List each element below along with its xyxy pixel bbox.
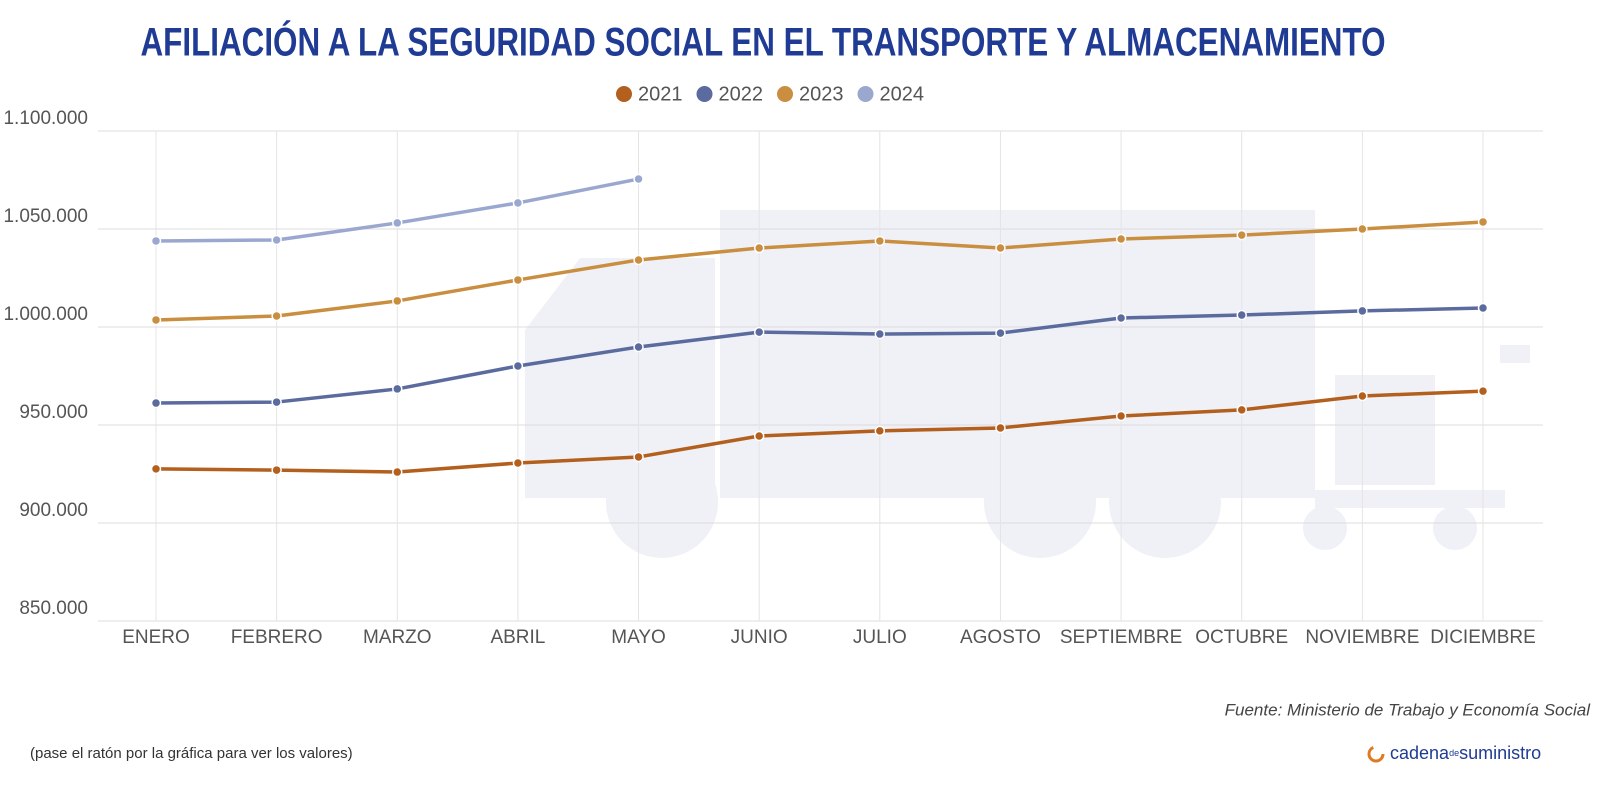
legend-marker (616, 86, 632, 102)
data-point (1236, 309, 1247, 321)
data-point (1477, 385, 1489, 397)
y-tick-label: 1.100.000 (3, 108, 88, 129)
data-point (1236, 229, 1247, 241)
brand-icon (1367, 745, 1385, 763)
x-tick-label: ENERO (122, 627, 190, 648)
data-point (1477, 302, 1489, 314)
legend-marker (696, 86, 713, 102)
data-point (150, 397, 162, 409)
y-tick-label: 900.000 (19, 500, 88, 521)
x-tick-label: AGOSTO (960, 627, 1041, 648)
x-tick-label: MARZO (363, 627, 432, 648)
data-point (1477, 216, 1489, 228)
data-point (874, 425, 886, 437)
data-point (874, 328, 886, 340)
data-point (392, 295, 403, 307)
series-line (155, 306, 1484, 405)
data-point (995, 422, 1006, 434)
x-tick-label: SEPTIEMBRE (1060, 627, 1182, 648)
data-point (1357, 223, 1368, 235)
x-tick-label: OCTUBRE (1195, 627, 1288, 648)
grid (98, 130, 1543, 622)
data-point (271, 464, 282, 476)
data-point (512, 360, 524, 372)
legend-label: 2023 (799, 83, 844, 105)
y-tick-label: 1.050.000 (3, 206, 88, 227)
data-point (753, 242, 765, 254)
background-truck (525, 210, 1530, 558)
data-point (150, 314, 162, 326)
data-point (392, 217, 403, 229)
data-point (1115, 233, 1127, 245)
data-point (1115, 410, 1127, 422)
x-tick-label: JUNIO (731, 627, 788, 648)
data-point (874, 235, 886, 247)
data-point (271, 234, 282, 246)
data-point (753, 430, 765, 442)
series-line (155, 220, 1484, 322)
x-tick-label: MAYO (611, 627, 666, 648)
x-tick-label: ABRIL (490, 627, 545, 648)
data-point (1357, 305, 1368, 317)
x-tick-label: JULIO (853, 627, 907, 648)
brand-text: cadenadesuministro (1390, 743, 1541, 763)
brand-part: suministro (1459, 743, 1541, 763)
data-point (633, 173, 644, 185)
y-tick-label: 950.000 (19, 402, 88, 423)
data-point (995, 327, 1006, 339)
data-point (633, 254, 644, 266)
x-tick-label: NOVIEMBRE (1305, 627, 1419, 648)
data-point (150, 463, 162, 475)
series-line (155, 389, 1484, 474)
source: Fuente: Ministerio de Trabajo y Economía… (1225, 700, 1592, 719)
legend-label: 2024 (880, 83, 925, 105)
data-point (150, 235, 162, 247)
data-point (633, 451, 644, 463)
x-tick-label: DICIEMBRE (1430, 627, 1536, 648)
brand: cadenadesuministro (1367, 743, 1541, 763)
data-point (392, 383, 403, 395)
legend-label: 2022 (719, 83, 764, 105)
x-tick-label: FEBRERO (231, 627, 323, 648)
data-point (995, 242, 1006, 254)
legend: 2021 2022 2023 2024 (616, 83, 924, 105)
legend-label: 2021 (638, 83, 683, 105)
brand-part: de (1449, 748, 1459, 758)
data-point (512, 457, 524, 469)
data-point (1115, 312, 1127, 324)
data-point (633, 341, 644, 353)
data-point (271, 310, 282, 322)
note: (pase el ratón por la gráfica para ver l… (30, 745, 353, 762)
legend-marker (777, 86, 793, 102)
data-point (1357, 390, 1368, 402)
data-point (753, 326, 765, 338)
y-tick-label: 850.000 (19, 598, 88, 619)
data-point (392, 466, 403, 478)
data-point (271, 396, 282, 408)
brand-part: cadena (1390, 743, 1450, 763)
data-point (1236, 404, 1247, 416)
y-tick-label: 1.000.000 (3, 304, 88, 325)
chart-title: AFILIACIÓN A LA SEGURIDAD SOCIAL EN EL T… (141, 19, 1386, 65)
data-point (512, 197, 524, 209)
legend-marker (857, 86, 874, 102)
data-point (512, 274, 524, 286)
